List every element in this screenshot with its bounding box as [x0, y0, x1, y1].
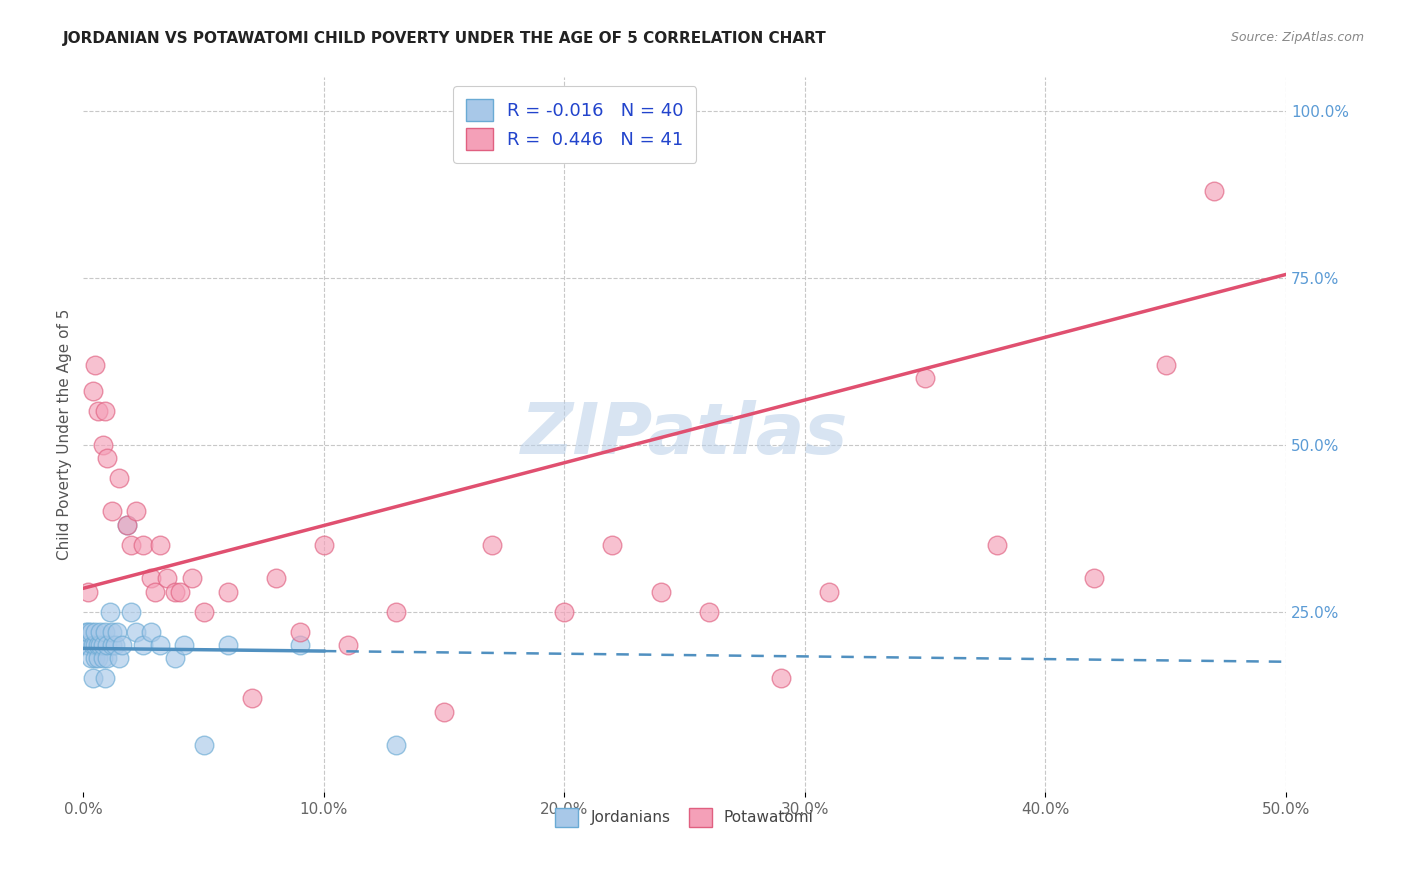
- Point: [217, 584, 239, 599]
- Point: [1202, 184, 1225, 198]
- Point: [139, 624, 162, 639]
- Point: [84, 638, 107, 652]
- Point: [108, 471, 131, 485]
- Point: [169, 584, 191, 599]
- Point: [433, 705, 456, 719]
- Point: [115, 517, 138, 532]
- Point: [101, 624, 124, 639]
- Point: [91, 638, 114, 652]
- Point: [385, 605, 408, 619]
- Point: [132, 638, 155, 652]
- Point: [193, 738, 215, 752]
- Point: [650, 584, 672, 599]
- Point: [87, 404, 110, 418]
- Point: [481, 538, 503, 552]
- Point: [193, 605, 215, 619]
- Point: [120, 538, 142, 552]
- Point: [87, 638, 110, 652]
- Point: [149, 638, 172, 652]
- Point: [149, 538, 172, 552]
- Point: [75, 638, 97, 652]
- Point: [84, 358, 107, 372]
- Point: [108, 651, 131, 665]
- Point: [1083, 571, 1105, 585]
- Text: JORDANIAN VS POTAWATOMI CHILD POVERTY UNDER THE AGE OF 5 CORRELATION CHART: JORDANIAN VS POTAWATOMI CHILD POVERTY UN…: [63, 31, 827, 46]
- Point: [77, 638, 100, 652]
- Point: [101, 638, 124, 652]
- Point: [769, 672, 792, 686]
- Point: [312, 538, 335, 552]
- Point: [115, 517, 138, 532]
- Point: [84, 624, 107, 639]
- Point: [77, 584, 100, 599]
- Point: [94, 404, 117, 418]
- Point: [132, 538, 155, 552]
- Point: [96, 651, 118, 665]
- Point: [180, 571, 202, 585]
- Point: [336, 638, 359, 652]
- Point: [264, 571, 287, 585]
- Point: [385, 738, 408, 752]
- Point: [84, 651, 107, 665]
- Point: [163, 651, 186, 665]
- Point: [173, 638, 195, 652]
- Point: [91, 651, 114, 665]
- Point: [96, 451, 118, 466]
- Point: [914, 371, 936, 385]
- Point: [818, 584, 841, 599]
- Point: [163, 584, 186, 599]
- Point: [125, 504, 148, 518]
- Point: [139, 571, 162, 585]
- Point: [105, 624, 128, 639]
- Point: [82, 638, 104, 652]
- Point: [89, 638, 111, 652]
- Point: [101, 504, 124, 518]
- Point: [91, 438, 114, 452]
- Point: [986, 538, 1008, 552]
- Point: [77, 624, 100, 639]
- Text: Source: ZipAtlas.com: Source: ZipAtlas.com: [1230, 31, 1364, 45]
- Point: [697, 605, 720, 619]
- Point: [1154, 358, 1177, 372]
- Point: [75, 624, 97, 639]
- Point: [94, 672, 117, 686]
- Point: [89, 624, 111, 639]
- Point: [553, 605, 575, 619]
- Point: [96, 638, 118, 652]
- Point: [82, 384, 104, 399]
- Point: [240, 691, 263, 706]
- Point: [125, 624, 148, 639]
- Text: ZIPatlas: ZIPatlas: [522, 401, 848, 469]
- Point: [120, 605, 142, 619]
- Point: [98, 605, 121, 619]
- Point: [288, 638, 311, 652]
- Point: [82, 672, 104, 686]
- Point: [217, 638, 239, 652]
- Legend: Jordanians, Potawatomi: Jordanians, Potawatomi: [548, 800, 821, 834]
- Point: [145, 584, 167, 599]
- Point: [288, 624, 311, 639]
- Point: [87, 651, 110, 665]
- Y-axis label: Child Poverty Under the Age of 5: Child Poverty Under the Age of 5: [58, 309, 72, 560]
- Point: [79, 651, 101, 665]
- Point: [103, 638, 125, 652]
- Point: [156, 571, 179, 585]
- Point: [111, 638, 134, 652]
- Point: [79, 624, 101, 639]
- Point: [94, 624, 117, 639]
- Point: [602, 538, 624, 552]
